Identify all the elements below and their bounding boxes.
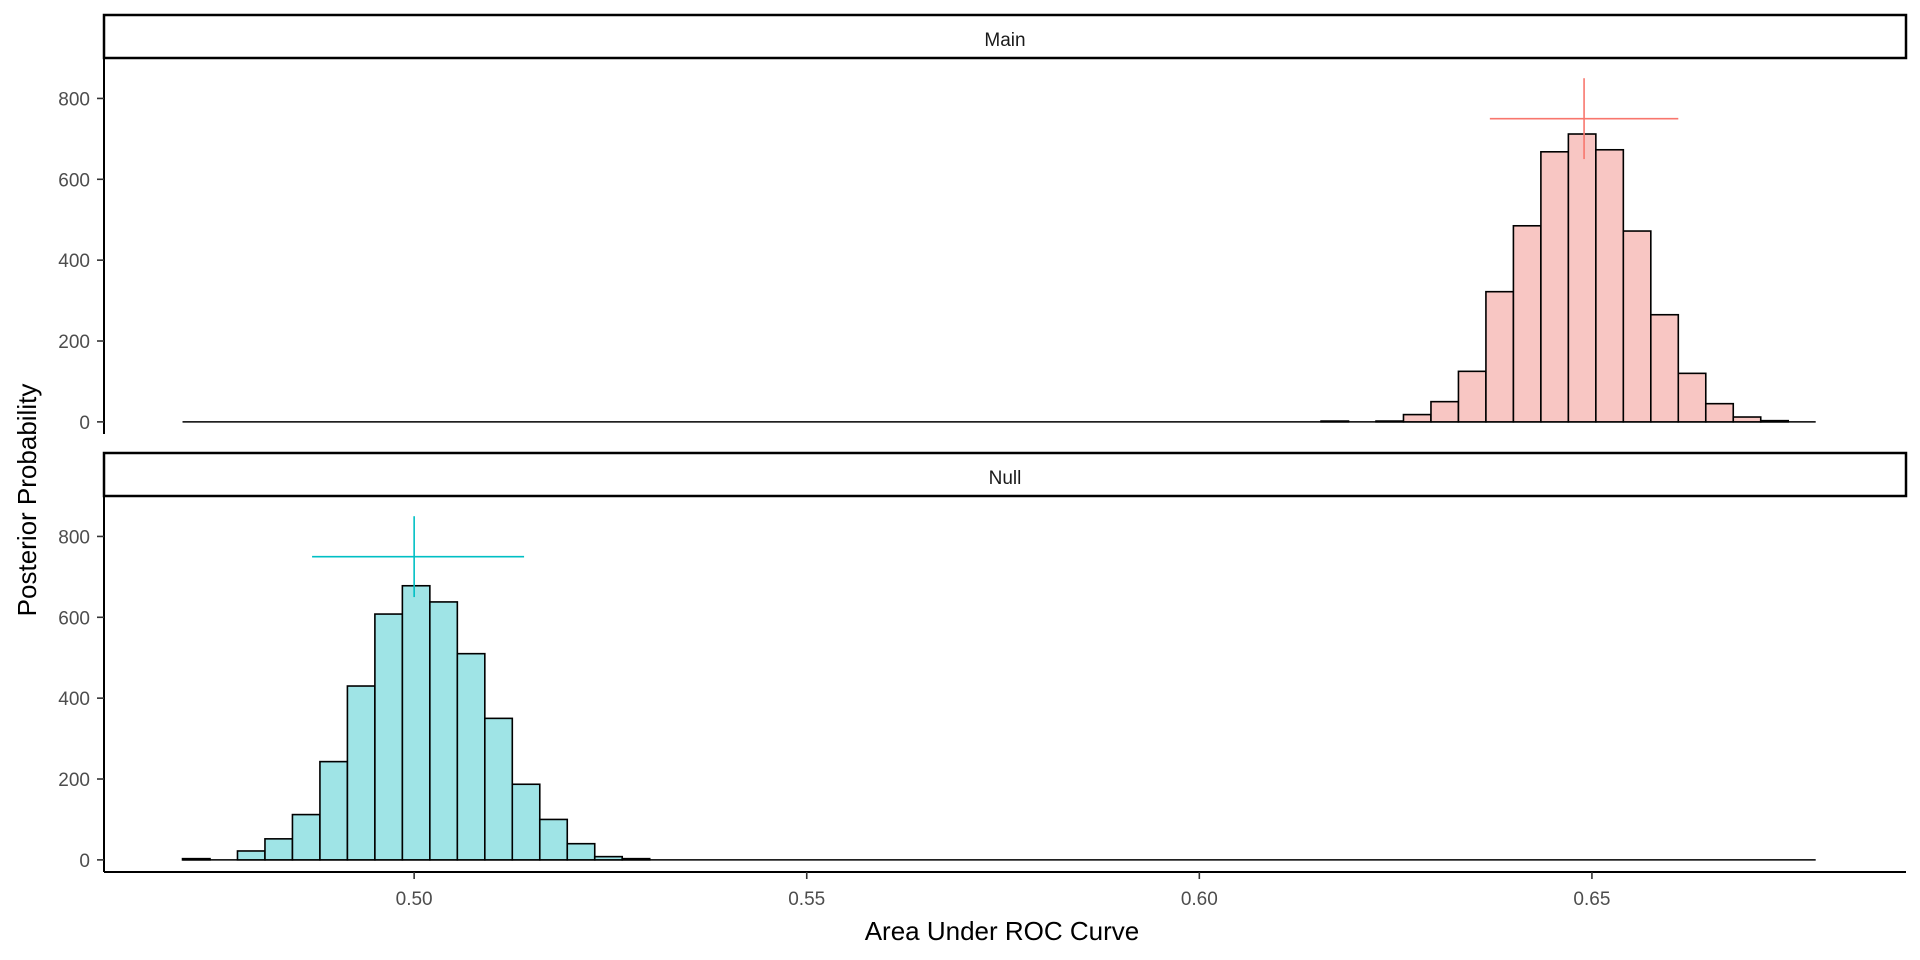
x-axis-title: Area Under ROC Curve: [865, 916, 1140, 946]
bar-main: [1650, 313, 1680, 423]
y-tick-label-null: 600: [58, 608, 90, 629]
bar-null: [181, 857, 211, 861]
y-tick-label-main: 400: [58, 251, 90, 272]
bar-null: [374, 613, 404, 861]
bar-null: [456, 652, 486, 861]
bar-main: [1512, 224, 1542, 423]
bar-null: [346, 685, 376, 861]
y-tick-label-main: 0: [79, 413, 90, 434]
x-tick-label: 0.50: [396, 889, 433, 910]
bar-null: [538, 818, 569, 861]
bar-main: [1485, 290, 1515, 423]
panel-null: Null 0 200 400 600 800: [58, 451, 1908, 872]
strip-main-label: Main: [984, 30, 1025, 51]
y-axis-null: 0 200 400 600 800: [58, 496, 105, 872]
y-tick-label-null: 200: [58, 770, 90, 791]
y-tick-label-null: 800: [58, 527, 90, 548]
bar-main: [1759, 419, 1790, 423]
bar-main: [1595, 148, 1625, 423]
estimate-null: [312, 516, 525, 598]
bar-main: [1320, 420, 1350, 423]
y-tick-label-null: 400: [58, 689, 90, 710]
bar-null: [291, 813, 321, 861]
x-tick-label: 0.55: [788, 889, 825, 910]
bar-null: [593, 855, 624, 861]
estimate-main: [1489, 78, 1679, 160]
y-tick-label-main: 600: [58, 170, 90, 191]
bar-main: [1704, 402, 1735, 423]
bar-main: [1402, 413, 1432, 423]
bar-main: [1732, 416, 1762, 423]
bar-main: [1567, 133, 1597, 423]
x-tick-label: 0.60: [1181, 889, 1218, 910]
strip-main-box: [102, 13, 1908, 60]
bar-null: [429, 601, 459, 861]
bar-main: [1677, 372, 1707, 423]
bar-main: [1540, 150, 1570, 423]
y-axis-main: 0 200 400 600 800: [58, 58, 105, 434]
bar-null: [236, 850, 266, 861]
bar-main: [1622, 230, 1652, 423]
bar-null: [566, 842, 596, 861]
bar-null: [511, 783, 541, 861]
bar-main: [1375, 420, 1405, 423]
strip-null-label: Null: [989, 468, 1022, 489]
bar-null: [621, 857, 651, 861]
strip-null-box: [102, 451, 1908, 498]
bar-main: [1457, 370, 1487, 423]
bar-null: [484, 717, 514, 861]
y-axis-title: Posterior Probability: [12, 384, 42, 617]
bars-main: [182, 133, 1816, 423]
x-tick-label: 0.65: [1573, 889, 1610, 910]
panel-main: Main 0 200 400 600 800: [58, 13, 1908, 434]
x-axis: 0.50 0.55 0.60 0.65: [104, 871, 1906, 910]
bar-null: [264, 838, 294, 861]
y-tick-label-null: 0: [79, 851, 90, 872]
bar-null: [401, 584, 431, 861]
bar-main: [1430, 400, 1460, 423]
bars-null: [181, 584, 1816, 861]
bar-null: [319, 760, 349, 861]
y-tick-label-main: 800: [58, 89, 90, 110]
y-tick-label-main: 200: [58, 332, 90, 353]
